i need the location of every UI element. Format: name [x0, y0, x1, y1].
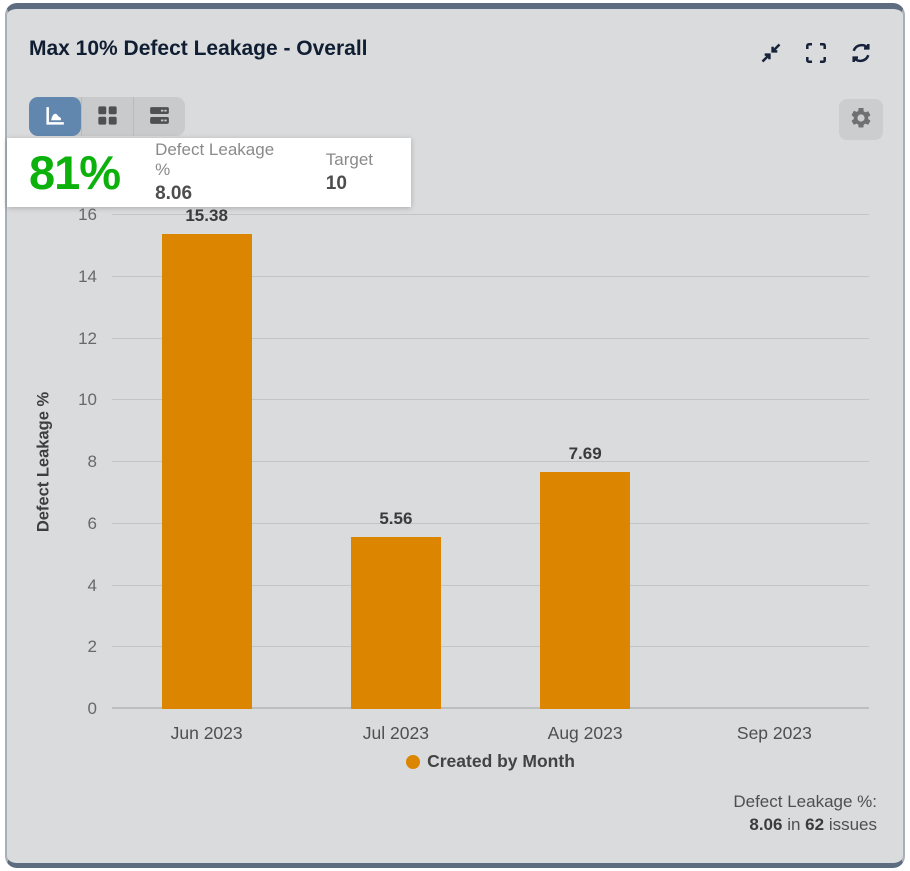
- legend-label: Created by Month: [427, 751, 575, 771]
- table-view-button[interactable]: [81, 97, 133, 136]
- kpi-target-value: 10: [325, 173, 347, 194]
- bar-value-label: 5.56: [379, 509, 413, 529]
- refresh-icon[interactable]: [849, 41, 873, 65]
- legend[interactable]: Created by Month: [112, 751, 869, 772]
- y-tick-label: 16: [78, 205, 97, 224]
- footer-summary: Defect Leakage %: 8.06 in 62 issues: [733, 791, 877, 837]
- gridline: [112, 337, 869, 339]
- footer-issues-word: issues: [828, 814, 877, 834]
- footer-metric-detail: 8.06 in 62 issues: [733, 814, 877, 837]
- kpi-metric-defect-leakage: Defect Leakage % 8.06: [155, 140, 288, 205]
- gridline: [112, 522, 869, 524]
- plot-area: 0 2 4 6 8 10 12 14 16 Jun 2023 15.38 Jul 2023 5.56 Au…: [78, 205, 869, 743]
- gear-icon: [849, 106, 873, 133]
- bar-value-label: 15.38: [185, 206, 228, 226]
- bar-chart: Defect Leakage % 0 2 4 6 8 10 12 14 16 Jun 2023 15…: [35, 205, 869, 771]
- y-tick-label: 6: [87, 513, 97, 533]
- bar[interactable]: [161, 234, 252, 709]
- gridline: [112, 214, 869, 215]
- y-tick-label: 0: [87, 699, 97, 718]
- gridline: [112, 275, 869, 277]
- x-tick-label: Aug 2023: [547, 723, 623, 743]
- x-tick-label: Jun 2023: [170, 723, 243, 743]
- x-tick-label: Sep 2023: [736, 723, 812, 743]
- bar[interactable]: [350, 537, 441, 709]
- settings-button[interactable]: [839, 99, 883, 140]
- footer-in-word: in: [787, 814, 801, 834]
- footer-value: 8.06: [749, 814, 783, 834]
- legend-dot: [406, 754, 421, 769]
- y-tick-label: 8: [87, 452, 97, 471]
- y-tick-label: 4: [87, 575, 97, 595]
- list-view-button[interactable]: [133, 97, 185, 136]
- collapse-icon[interactable]: [759, 41, 783, 65]
- header-actions: [759, 41, 873, 65]
- view-toggle-group: [29, 97, 185, 136]
- kpi-metric-target: Target 10: [326, 150, 373, 195]
- y-axis-title: Defect Leakage %: [34, 391, 53, 533]
- gridline: [112, 584, 869, 586]
- kpi-metric-label: Defect Leakage %: [155, 140, 275, 179]
- y-tick-label: 12: [78, 328, 97, 348]
- kpi-target-label: Target: [325, 150, 373, 169]
- y-tick-label: 14: [78, 266, 97, 286]
- y-tick-label: 10: [78, 390, 97, 410]
- bar[interactable]: [540, 471, 631, 709]
- grid-icon: [95, 103, 120, 131]
- kpi-score: 81%: [29, 146, 121, 199]
- footer-count: 62: [805, 814, 825, 834]
- x-tick-label: Jul 2023: [362, 723, 429, 743]
- kpi-metric-value: 8.06: [155, 183, 193, 204]
- gridline: [112, 646, 869, 648]
- widget-card: Max 10% Defect Leakage - Overall: [5, 3, 905, 868]
- gridline: [112, 707, 869, 709]
- gridline: [112, 399, 869, 401]
- rows-icon: [147, 103, 172, 131]
- y-tick-label: 2: [87, 637, 97, 657]
- bar-value-label: 7.69: [568, 443, 602, 463]
- gridline: [112, 461, 869, 462]
- footer-metric-name: Defect Leakage %:: [733, 792, 877, 811]
- chart-view-button[interactable]: [29, 97, 81, 136]
- area-chart-icon: [43, 103, 68, 131]
- widget-title: Max 10% Defect Leakage - Overall: [29, 37, 368, 60]
- kpi-band: 81% Defect Leakage % 8.06 Target 10: [7, 138, 411, 207]
- fullscreen-icon[interactable]: [804, 41, 828, 65]
